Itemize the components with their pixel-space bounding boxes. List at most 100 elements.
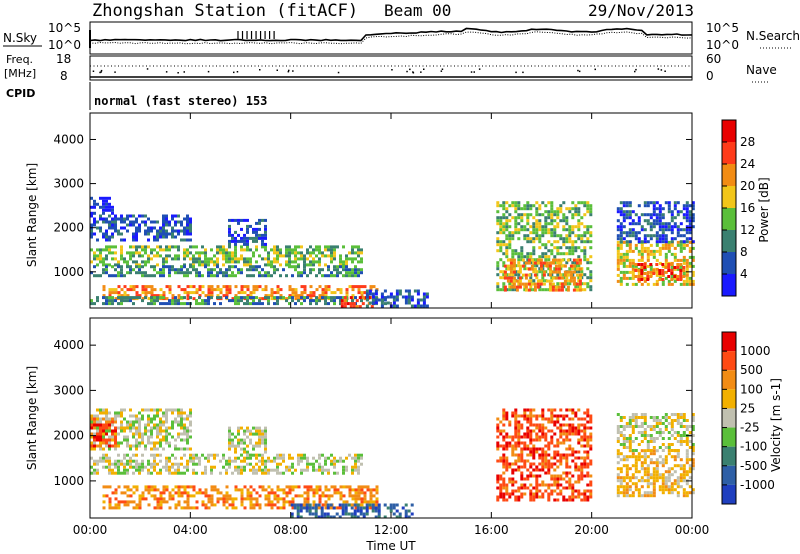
heatmap-cell: [655, 479, 659, 483]
heatmap-cell: [291, 265, 294, 269]
heatmap-cell: [261, 297, 265, 301]
heatmap-cell: [183, 251, 186, 255]
heatmap-cell: [637, 416, 641, 419]
heatmap-cell: [685, 452, 689, 456]
heatmap-cell: [165, 302, 168, 306]
heatmap-cell: [574, 426, 578, 430]
heatmap-cell: [655, 425, 659, 428]
heatmap-cell: [231, 500, 235, 504]
heatmap-cell: [577, 279, 581, 283]
heatmap-cell: [90, 214, 93, 218]
heatmap-cell: [153, 453, 156, 457]
heatmap-cell: [228, 291, 232, 295]
nave-dot: [165, 71, 168, 73]
heatmap-cell: [93, 223, 96, 227]
heatmap-cell: [147, 420, 150, 424]
heatmap-cell: [192, 263, 195, 267]
heatmap-cell: [183, 423, 186, 427]
heatmap-cell: [117, 229, 120, 233]
heatmap-cell: [532, 468, 536, 472]
heatmap-cell: [210, 471, 213, 475]
heatmap-cell: [111, 296, 114, 300]
heatmap-cell: [520, 456, 524, 460]
heatmap-cell: [380, 298, 384, 302]
heatmap-cell: [634, 234, 638, 238]
heatmap-cell: [682, 488, 686, 492]
heatmap-cell: [574, 414, 578, 418]
heatmap-cell: [302, 506, 306, 510]
heatmap-cell: [192, 506, 196, 510]
heatmap-cell: [183, 254, 186, 258]
heatmap-cell: [261, 485, 265, 489]
heatmap-cell: [658, 473, 662, 477]
heatmap-cell: [321, 254, 324, 258]
heatmap-cell: [508, 465, 512, 469]
heatmap-cell: [299, 515, 303, 519]
heatmap-cell: [691, 225, 695, 229]
heatmap-cell: [171, 229, 174, 233]
heatmap-cell: [574, 267, 578, 271]
heatmap-cell: [108, 447, 111, 451]
heatmap-cell: [114, 426, 117, 430]
heatmap-cell: [628, 216, 632, 220]
heatmap-cell: [246, 242, 249, 246]
heatmap-cell: [676, 482, 680, 486]
heatmap-cell: [526, 237, 530, 241]
heatmap-cell: [625, 485, 629, 489]
heatmap-cell: [318, 263, 321, 267]
heatmap-cell: [673, 255, 677, 259]
heatmap-cell: [619, 210, 623, 214]
heatmap-cell: [108, 208, 111, 212]
heatmap-cell: [180, 494, 184, 498]
heatmap-cell: [535, 210, 539, 214]
heatmap-cell: [306, 500, 310, 504]
heatmap-cell: [273, 265, 276, 269]
heatmap-cell: [225, 471, 228, 475]
heatmap-cell: [550, 456, 554, 460]
heatmap-cell: [550, 222, 554, 226]
heatmap-cell: [685, 231, 689, 235]
nave-dot: [470, 71, 473, 73]
heatmap-cell: [422, 295, 426, 299]
heatmap-cell: [640, 485, 644, 489]
heatmap-cell: [565, 447, 569, 451]
heatmap-cell: [625, 491, 629, 495]
heatmap-cell: [327, 302, 330, 306]
heatmap-cell: [646, 449, 650, 452]
heatmap-cell: [568, 417, 572, 421]
heatmap-cell: [682, 246, 686, 250]
heatmap-cell: [580, 492, 584, 496]
heatmap-cell: [578, 258, 582, 262]
heatmap-cell: [679, 263, 683, 266]
heatmap-cell: [511, 237, 515, 241]
heatmap-cell: [261, 257, 264, 261]
heatmap-cell: [340, 305, 344, 309]
heatmap-cell: [670, 488, 674, 492]
heatmap-cell: [90, 302, 93, 306]
heatmap-cell: [658, 461, 662, 465]
heatmap-cell: [628, 443, 632, 446]
heatmap-cell: [502, 204, 506, 208]
heatmap-cell: [354, 459, 357, 463]
heatmap-cell: [168, 265, 171, 269]
heatmap-cell: [306, 485, 310, 489]
heatmap-cell: [691, 443, 695, 446]
heatmap-cell: [503, 288, 507, 292]
heatmap-cell: [120, 257, 123, 261]
heatmap-cell: [345, 288, 349, 292]
heatmap-cell: [156, 299, 159, 303]
heatmap-cell: [655, 431, 659, 434]
heatmap-cell: [312, 294, 316, 298]
heatmap-cell: [361, 296, 365, 300]
heatmap-cell: [550, 489, 554, 493]
heatmap-cell: [511, 204, 515, 208]
heatmap-cell: [673, 449, 677, 452]
heatmap-cell: [177, 423, 180, 427]
heatmap-cell: [532, 429, 536, 433]
heatmap-cell: [551, 285, 555, 289]
heatmap-cell: [123, 296, 126, 300]
heatmap-cell: [207, 294, 211, 298]
heatmap-cell: [258, 438, 261, 442]
heatmap-cell: [502, 456, 506, 460]
heatmap-cell: [195, 506, 199, 510]
